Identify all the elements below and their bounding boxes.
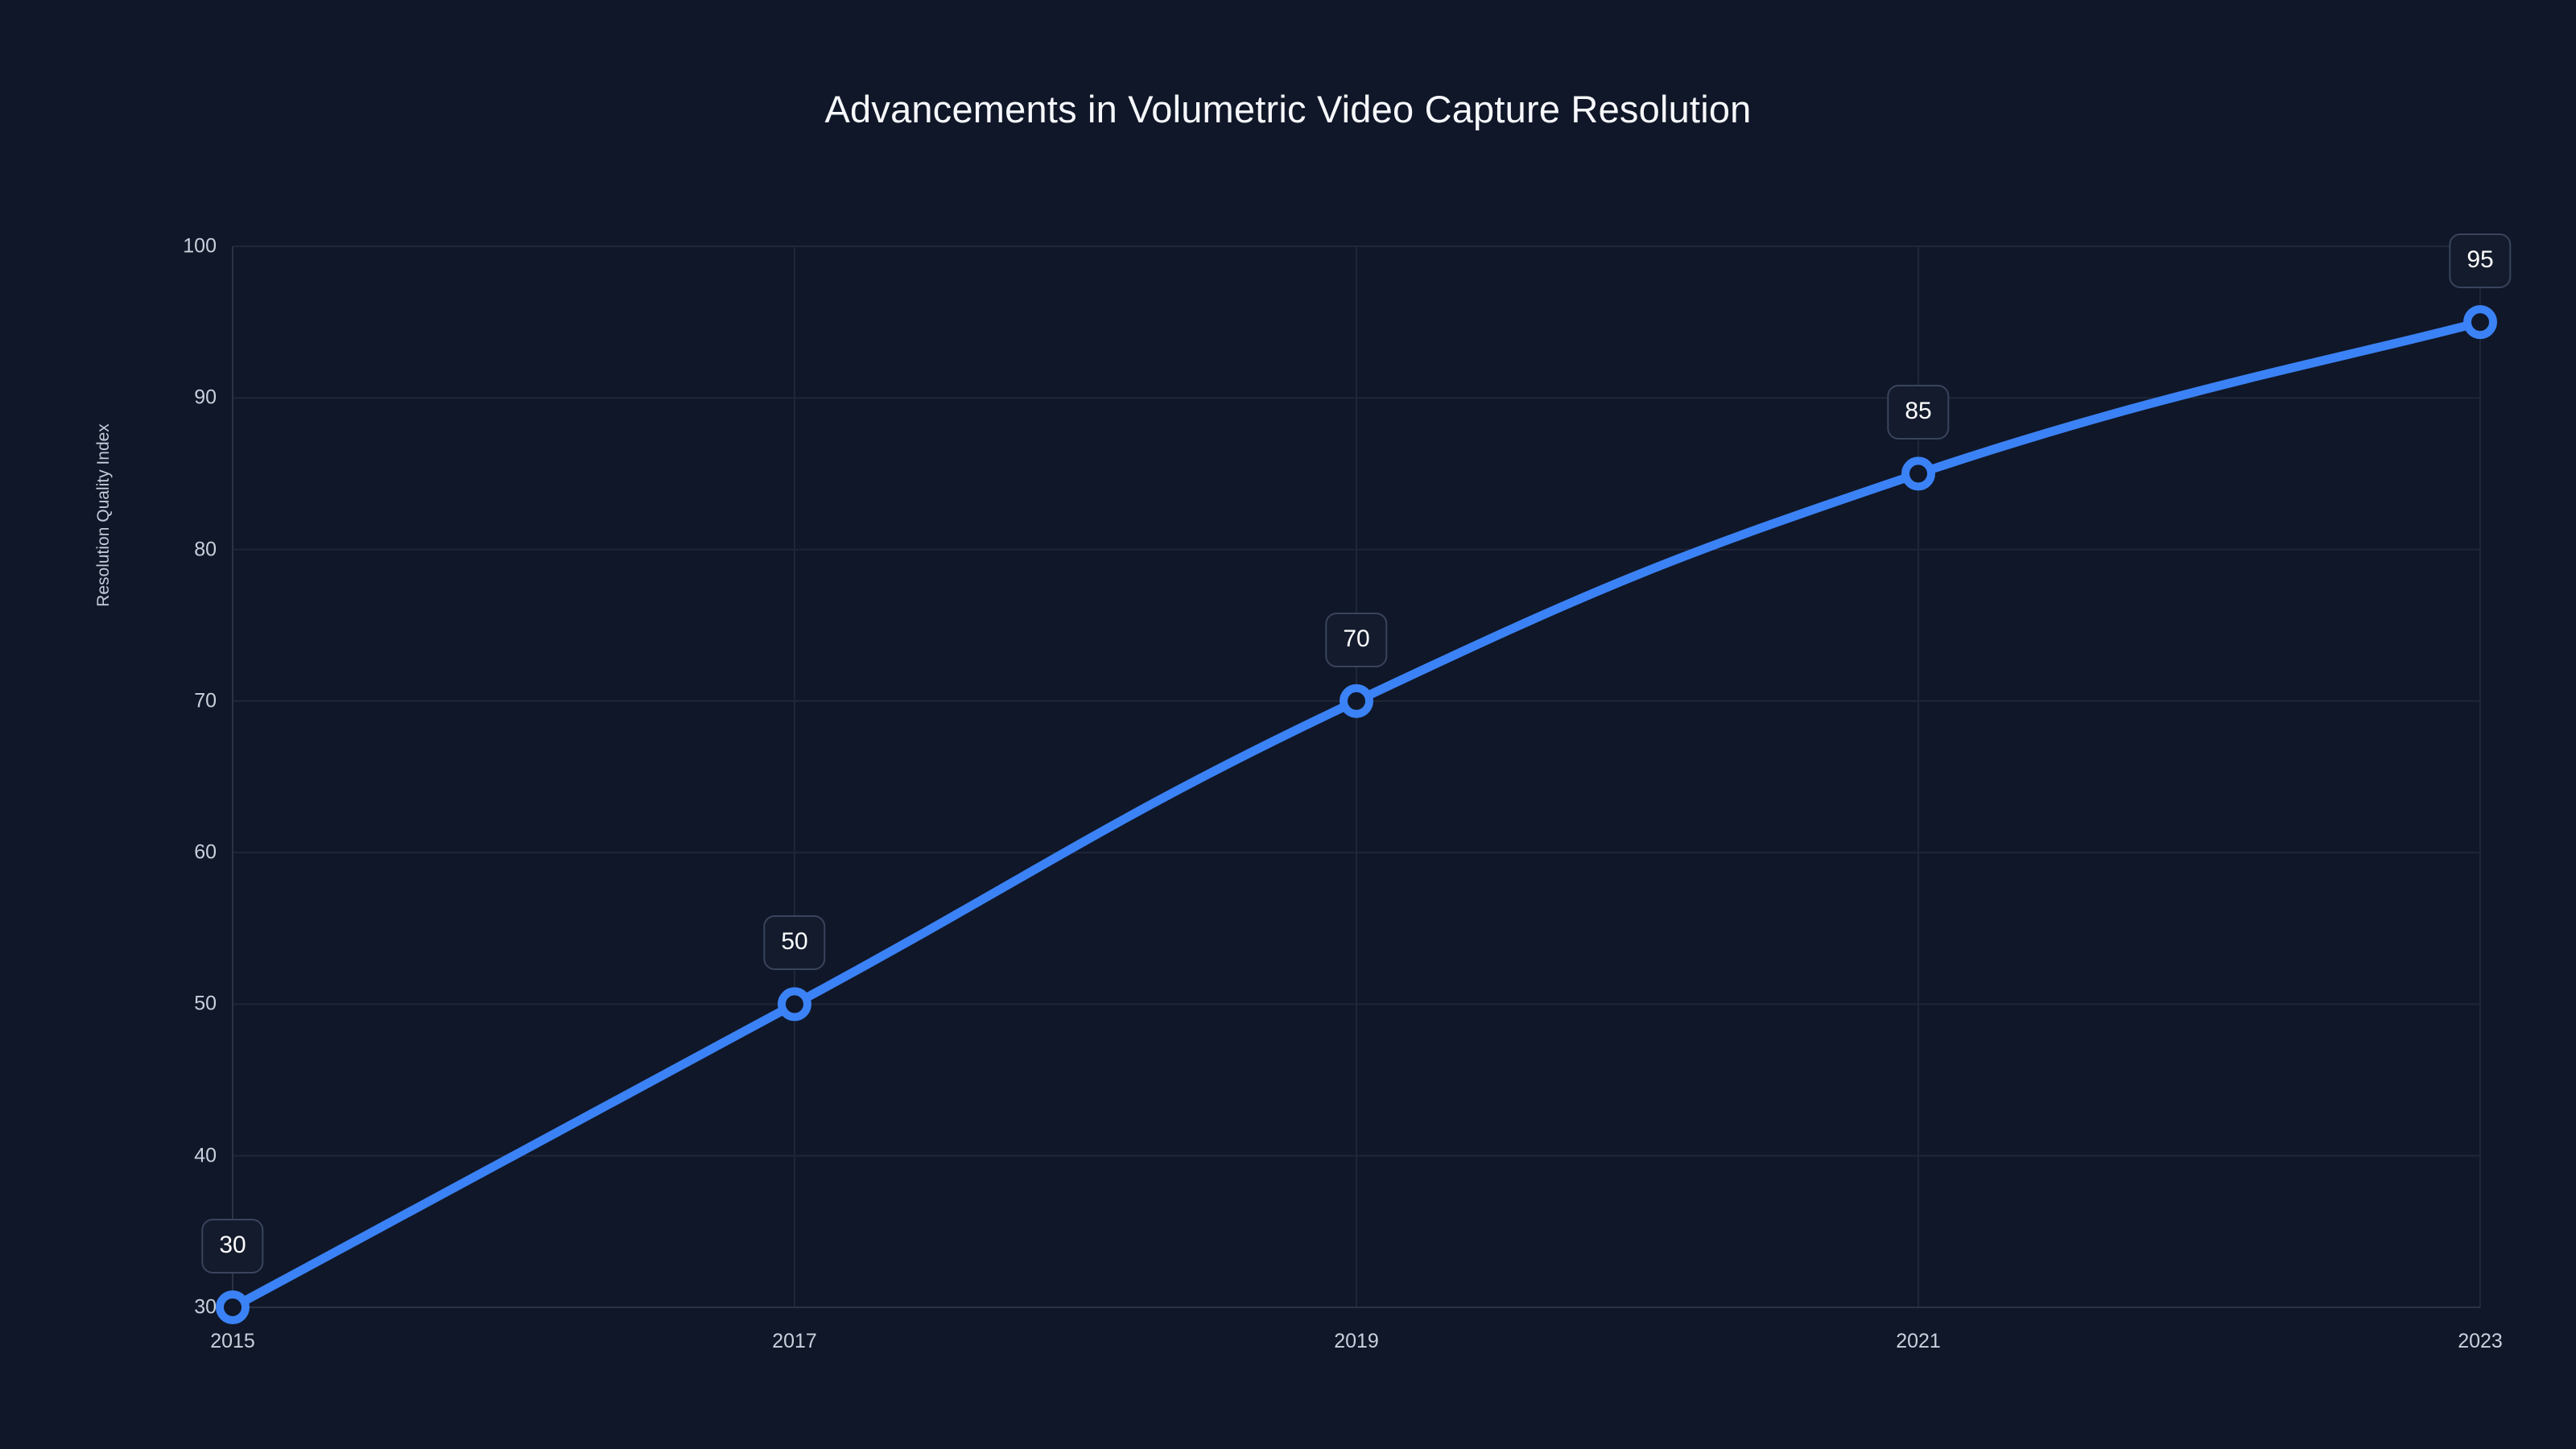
y-tick-label: 70: [194, 689, 217, 712]
y-tick-label: 40: [194, 1144, 217, 1167]
chart-title: Advancements in Volumetric Video Capture…: [824, 88, 1752, 130]
y-tick-label: 80: [194, 538, 217, 561]
data-point-value-badge: 50: [763, 915, 826, 971]
data-point-value-badge: 70: [1325, 612, 1388, 667]
data-point-marker[interactable]: [1340, 683, 1373, 718]
data-point-markers: [216, 305, 2497, 1324]
y-tick-label: 90: [194, 386, 217, 409]
data-point-value-badge: 30: [201, 1219, 264, 1274]
data-point-marker[interactable]: [2463, 305, 2497, 340]
data-point-value-badge: 85: [1887, 385, 1950, 440]
y-tick-label: 60: [194, 840, 217, 864]
x-tick-label: 2017: [772, 1330, 817, 1352]
x-tick-label: 2021: [1896, 1330, 1941, 1352]
x-tick-label: 2019: [1334, 1330, 1379, 1352]
x-tick-label: 2015: [210, 1330, 255, 1352]
axis-lines: [232, 246, 2480, 1308]
data-point-marker[interactable]: [216, 1290, 250, 1324]
y-tick-label: 100: [183, 234, 217, 258]
y-tick-label: 50: [194, 992, 217, 1015]
data-point-marker[interactable]: [778, 987, 811, 1022]
data-point-value-badge: 95: [2449, 233, 2512, 289]
x-tick-label: 2023: [2458, 1330, 2503, 1352]
y-tick-label: 30: [194, 1295, 217, 1319]
data-point-marker[interactable]: [1901, 456, 1935, 491]
